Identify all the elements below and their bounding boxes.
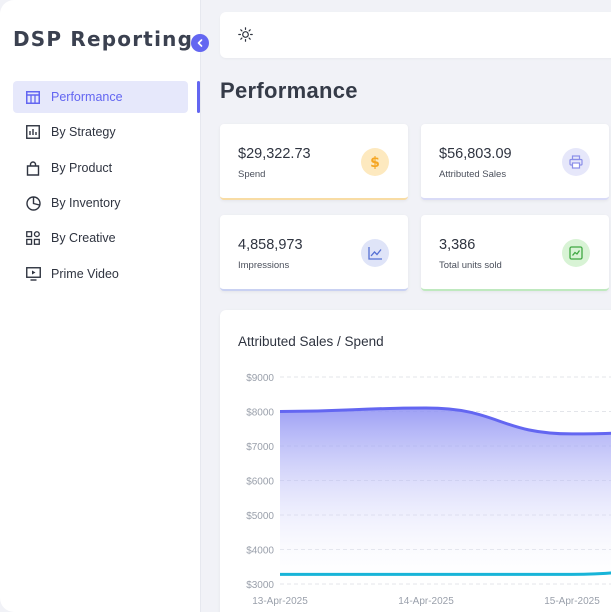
chart-title: Attributed Sales / Spend [238, 334, 384, 349]
shopping-bag-icon [25, 160, 41, 176]
kpi-label: Spend [238, 169, 266, 180]
brand-title: DSP Reporting [13, 27, 194, 51]
sidebar-item-performance[interactable]: Performance [13, 81, 188, 113]
x-tick-label: 13-Apr-2025 [252, 596, 308, 607]
tv-play-icon [25, 266, 41, 282]
printer-icon [562, 148, 590, 176]
y-tick-label: $8000 [246, 408, 274, 419]
y-tick-label: $5000 [246, 511, 274, 522]
active-indicator [197, 81, 200, 113]
y-tick-label: $9000 [246, 373, 274, 384]
y-tick-label: $7000 [246, 442, 274, 453]
attributed-sales-spend-chart: $9000 $8000 $7000 $6000 $5000 $4000 $3000 13-Ap… [246, 373, 611, 607]
table-columns-icon [25, 89, 41, 105]
sidebar-item-by-strategy[interactable]: By Strategy [13, 116, 188, 148]
kpi-value: $29,322.73 [238, 146, 311, 162]
kpi-card-total-units-sold: 3,386 Total units sold [421, 215, 609, 291]
sun-icon[interactable] [238, 27, 253, 47]
line-chart-icon [361, 239, 389, 267]
y-tick-label: $4000 [246, 546, 274, 557]
sidebar-item-label: By Strategy [51, 125, 116, 139]
grid-icon [25, 230, 41, 246]
svg-text:$: $ [370, 155, 380, 170]
chart-box-icon [562, 239, 590, 267]
sidebar-item-label: By Creative [51, 231, 116, 245]
kpi-value: $56,803.09 [439, 146, 512, 162]
dollar-icon: $ [361, 148, 389, 176]
sidebar-item-by-product[interactable]: By Product [13, 152, 188, 184]
sidebar: DSP Reporting Performance By Strategy By… [0, 0, 201, 612]
sidebar-item-by-inventory[interactable]: By Inventory [13, 187, 188, 219]
sidebar-item-label: By Product [51, 161, 113, 175]
kpi-value: 4,858,973 [238, 237, 303, 253]
page-title: Performance [220, 78, 358, 103]
x-tick-label: 14-Apr-2025 [398, 596, 454, 607]
sidebar-item-label: Prime Video [51, 267, 119, 281]
y-tick-label: $6000 [246, 477, 274, 488]
chevron-left-icon [196, 39, 204, 47]
y-tick-label: $3000 [246, 580, 274, 591]
kpi-card-impressions: 4,858,973 Impressions [220, 215, 408, 291]
sidebar-item-label: By Inventory [51, 196, 121, 210]
kpi-value: 3,386 [439, 237, 476, 253]
collapse-sidebar-button[interactable] [191, 34, 209, 52]
kpi-label: Total units sold [439, 260, 502, 271]
sidebar-item-prime-video[interactable]: Prime Video [13, 258, 188, 290]
bar-chart-icon [25, 124, 41, 140]
sidebar-item-label: Performance [51, 90, 123, 104]
pie-chart-icon [25, 195, 41, 211]
series-line-1[interactable] [280, 563, 611, 576]
sidebar-item-by-creative[interactable]: By Creative [13, 222, 188, 254]
series-area [280, 408, 611, 584]
topbar [220, 12, 611, 58]
chart-card: Attributed Sales / Spend $9000 $8000 $7000… [220, 310, 611, 612]
kpi-label: Impressions [238, 260, 290, 271]
kpi-card-spend: $29,322.73 Spend $ [220, 124, 408, 200]
kpi-label: Attributed Sales [439, 169, 507, 180]
series-line-0[interactable] [279, 406, 611, 436]
x-tick-label: 15-Apr-2025 [544, 596, 600, 607]
kpi-card-attributed-sales: $56,803.09 Attributed Sales [421, 124, 609, 200]
